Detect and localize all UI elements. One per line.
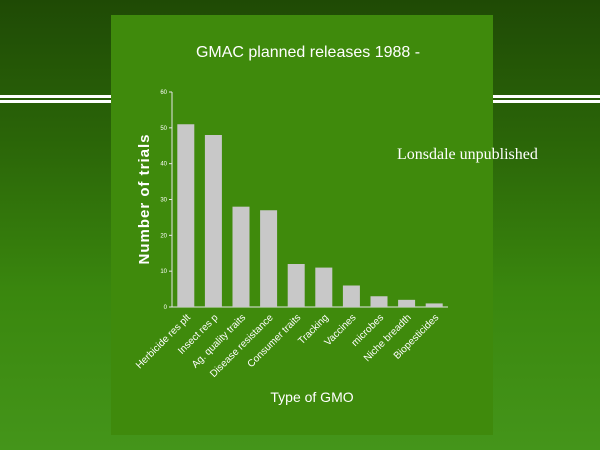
y-tick-label: 50 <box>160 126 167 132</box>
source-attribution: Lonsdale unpublished <box>397 146 538 163</box>
bar <box>398 299 416 307</box>
y-tick-label: 30 <box>160 198 167 204</box>
chart-panel <box>111 15 493 435</box>
bar <box>370 296 388 307</box>
x-axis-label: Type of GMO <box>270 389 353 405</box>
y-tick-label: 0 <box>164 305 168 311</box>
bar <box>204 135 222 307</box>
chart-title: GMAC planned releases 1988 - <box>196 44 420 61</box>
y-tick-label: 10 <box>160 269 167 275</box>
y-tick-label: 60 <box>160 90 167 96</box>
bar <box>425 303 443 307</box>
y-axis-label: Number of trials <box>136 133 153 264</box>
y-tick-group: 0 10 20 30 40 50 60 <box>160 90 172 311</box>
bar <box>177 124 195 307</box>
bar-group <box>177 124 443 307</box>
bar <box>315 267 333 307</box>
y-tick-label: 40 <box>160 162 167 168</box>
bar <box>232 206 250 307</box>
bar <box>260 210 278 307</box>
y-tick-label: 20 <box>160 233 167 239</box>
bar <box>287 264 305 307</box>
bar <box>342 285 360 307</box>
